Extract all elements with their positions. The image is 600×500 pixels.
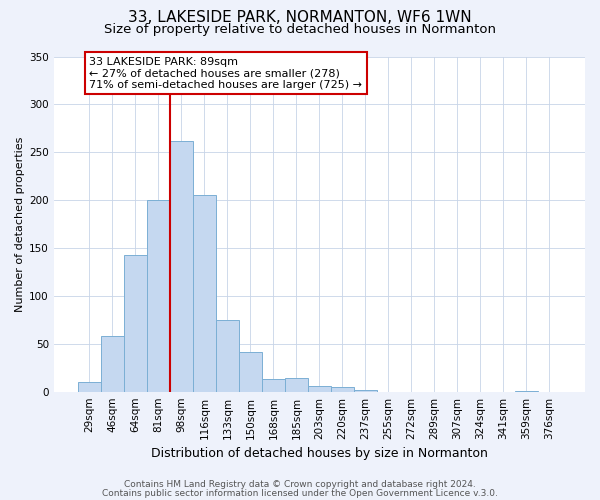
Bar (147, 200, 170, 392)
Bar (216, 320, 239, 392)
Bar (78, 382, 101, 392)
Bar (331, 387, 354, 392)
Bar (193, 196, 216, 392)
Bar (239, 352, 262, 392)
Bar (124, 254, 147, 392)
Bar (170, 141, 193, 392)
Text: Contains public sector information licensed under the Open Government Licence v.: Contains public sector information licen… (102, 488, 498, 498)
Bar (285, 378, 308, 392)
Bar (262, 379, 285, 392)
Y-axis label: Number of detached properties: Number of detached properties (15, 136, 25, 312)
Text: 33, LAKESIDE PARK, NORMANTON, WF6 1WN: 33, LAKESIDE PARK, NORMANTON, WF6 1WN (128, 10, 472, 25)
Bar (101, 336, 124, 392)
X-axis label: Distribution of detached houses by size in Normanton: Distribution of detached houses by size … (151, 447, 488, 460)
Text: Contains HM Land Registry data © Crown copyright and database right 2024.: Contains HM Land Registry data © Crown c… (124, 480, 476, 489)
Bar (515, 390, 538, 392)
Bar (308, 386, 331, 392)
Bar (354, 390, 377, 392)
Text: 33 LAKESIDE PARK: 89sqm
← 27% of detached houses are smaller (278)
71% of semi-d: 33 LAKESIDE PARK: 89sqm ← 27% of detache… (89, 56, 362, 90)
Text: Size of property relative to detached houses in Normanton: Size of property relative to detached ho… (104, 22, 496, 36)
